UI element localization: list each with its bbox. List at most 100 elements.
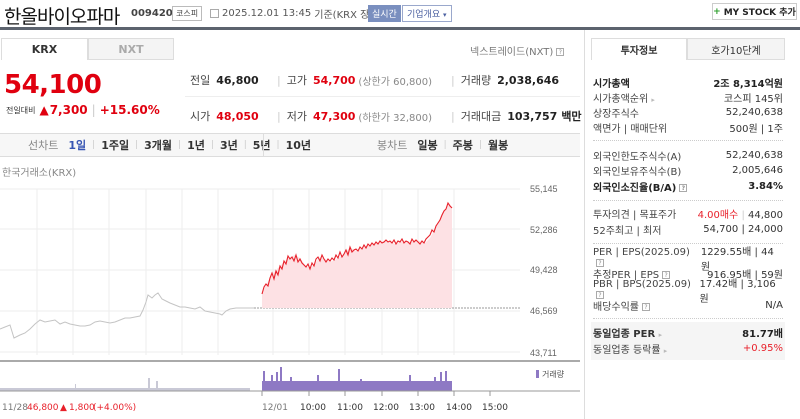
separator: | — [210, 140, 214, 150]
datetime: 2025.12.01 13:45 기준(KRX 장중) — [210, 6, 382, 21]
separator: | — [276, 140, 280, 150]
datetime-value: 2025.12.01 13:45 — [222, 8, 312, 19]
par-value-row: 액면가 | 매매단위 500원 | 1주 — [593, 120, 783, 135]
per-eps-row: PER | EPS(2025.09)? 1229.55배 | 44원 — [593, 247, 783, 273]
tab-1d[interactable]: 1일 — [68, 139, 87, 152]
row-key: 외국인한도주식수(A) — [593, 152, 682, 163]
tab-daily[interactable]: 일봉 — [417, 139, 438, 152]
row-value: 3.84% — [748, 181, 783, 192]
industry-change-row[interactable]: 동일업종 등락률 ▸ +0.95% — [593, 341, 783, 356]
est-per-row: 추정PER | EPS? 916.95배 | 59원 — [593, 266, 783, 281]
volume-legend-swatch — [536, 370, 539, 378]
tab-3m[interactable]: 3개월 — [144, 139, 173, 152]
tab-5y[interactable]: 5년 — [252, 139, 271, 152]
market-cap-rank-row[interactable]: 시가총액순위 ▸ 코스피 145위 — [593, 90, 783, 105]
row-key: 시가총액순위 ▸ — [593, 94, 655, 105]
separator: | — [92, 140, 96, 150]
help-icon[interactable]: ? — [679, 184, 688, 192]
help-icon[interactable]: ? — [556, 48, 565, 56]
tab-3y[interactable]: 3년 — [219, 139, 238, 152]
industry-per-row[interactable]: 동일업종 PER ▸ 81.77배 — [593, 325, 783, 340]
datetime-basis: 기준(KRX 장중) — [314, 10, 383, 21]
row-key: 외국인소진율(B/A)? — [593, 179, 688, 194]
separator: | — [277, 73, 281, 87]
amount-value: 103,757 — [507, 109, 558, 123]
52week-row: 52주최고 | 최저 54,700 | 24,000 — [593, 222, 783, 237]
row-value: 4.00매수 | 44,800 — [697, 210, 783, 221]
row-value: 916.95배 | 59원 — [707, 270, 783, 281]
tab-1y[interactable]: 1년 — [187, 139, 205, 152]
today-area — [262, 203, 452, 308]
tab-krx[interactable]: KRX — [1, 38, 88, 60]
realtime-badge[interactable]: 실시간 — [368, 5, 401, 22]
tab-invest-info[interactable]: 투자정보 — [591, 38, 687, 60]
open-value: 48,050 — [216, 109, 259, 123]
foreign-ratio-row: 외국인소진율(B/A)? 3.84% — [593, 179, 783, 194]
opinion-row: 투자의견 | 목표주가 4.00매수 | 44,800 — [593, 206, 783, 221]
industry-box — [591, 322, 785, 360]
high-label: 고가 — [286, 74, 307, 87]
amount-label: 거래대금 — [460, 110, 502, 123]
high-price: | 고가 54,700 (상한가 60,800) — [277, 72, 432, 88]
separator: | — [91, 103, 96, 117]
divider — [593, 200, 783, 201]
chevron-right-icon: ▸ — [658, 331, 663, 339]
y-tick: 43,711 — [530, 348, 557, 358]
high-value: 54,700 — [312, 73, 356, 87]
separator: | — [478, 140, 482, 150]
row-value: 54,700 | 24,000 — [703, 224, 783, 235]
open-label: 시가 — [190, 110, 211, 123]
row-key: 액면가 | 매매단위 — [593, 124, 668, 135]
row-key: 시가총액 — [593, 79, 630, 90]
help-icon[interactable]: ? — [596, 258, 604, 267]
calendar-icon — [210, 9, 219, 18]
prev-close-value: 46,800 — [216, 73, 259, 87]
tab-1w[interactable]: 1주일 — [101, 139, 130, 152]
x-tick: 14:00 — [446, 403, 472, 413]
tab-monthly[interactable]: 월봉 — [487, 139, 509, 152]
row-key: 52주최고 | 최저 — [593, 226, 662, 237]
x-tick: 13:00 — [409, 403, 435, 413]
divider — [593, 318, 783, 319]
separator: | — [135, 140, 139, 150]
stock-name: 한올바이오파마 — [4, 6, 120, 28]
candle-chart-tabs: 봉차트 일봉 | 주봉 | 월봉 — [377, 134, 508, 156]
change-pct: +15.60% — [99, 103, 160, 117]
chart-grid — [0, 188, 520, 355]
tab-nxt[interactable]: NXT — [88, 38, 174, 60]
prev-pct-summary: (+4.00%) — [93, 403, 136, 413]
current-price: 54,100 — [4, 70, 102, 100]
tab-10y[interactable]: 10년 — [285, 139, 312, 152]
chart-tab-divider — [263, 134, 264, 156]
nxt-link-label: 넥스트레이드(NXT) — [470, 47, 554, 58]
add-my-stock-button[interactable]: + MY STOCK 추가 — [712, 3, 797, 20]
company-overview-dropdown[interactable]: 기업개요 ▾ — [402, 5, 452, 22]
separator: | — [243, 140, 247, 150]
row-key: PBR | BPS(2025.09)? — [593, 278, 691, 299]
separator: | — [451, 73, 455, 87]
prev-close-label: 전일 — [190, 74, 211, 87]
row-key: 배당수익률? — [593, 298, 650, 313]
price-chart[interactable]: 55,145 52,286 49,428 46,569 43,711 거래량 — [0, 175, 580, 419]
nxt-link[interactable]: 넥스트레이드(NXT)? — [470, 43, 565, 58]
row-value: 1229.55배 | 44원 — [700, 246, 774, 273]
row-divider — [185, 96, 580, 97]
change-label: 전일대비 — [6, 105, 36, 115]
separator: | — [451, 109, 455, 123]
help-icon[interactable]: ? — [642, 303, 650, 311]
row-value: 코스피 145위 — [723, 94, 783, 105]
chart-tab-bar — [0, 133, 580, 157]
lower-limit: (하한가 32,800) — [358, 112, 432, 124]
tab-orderbook[interactable]: 호가10단계 — [687, 38, 785, 60]
x-tick: 11:00 — [337, 403, 363, 413]
tab-weekly[interactable]: 주봉 — [452, 139, 473, 152]
candle-chart-label: 봉차트 — [377, 139, 408, 152]
row-value: 81.77배 — [742, 329, 783, 340]
help-icon[interactable]: ? — [662, 271, 671, 279]
row-value: 17.42배 | 3,106원 — [699, 278, 776, 305]
row-key: 추정PER | EPS? — [593, 266, 671, 281]
row-key: 투자의견 | 목표주가 — [593, 210, 677, 221]
y-tick: 46,569 — [530, 306, 558, 316]
help-icon[interactable]: ? — [596, 290, 604, 299]
row-value: 2,005,646 — [732, 165, 783, 176]
